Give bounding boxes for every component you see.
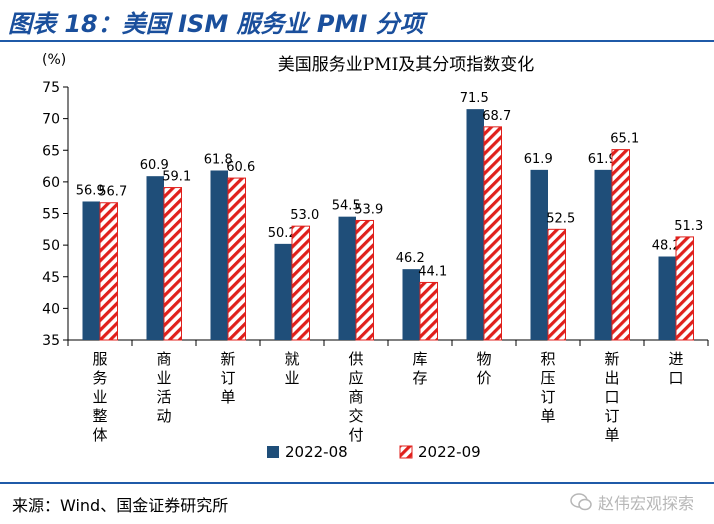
data-label: 71.5 <box>460 91 489 106</box>
data-label: 56.9 <box>76 183 105 198</box>
data-label: 53.0 <box>290 208 319 223</box>
x-category-label: 商业活动 <box>156 350 171 425</box>
bar-2022-09 <box>163 187 182 341</box>
data-label: 48.2 <box>652 239 681 254</box>
legend-swatch <box>399 445 413 459</box>
figure-footer: 来源：Wind、国金证券研究所 赵伟宏观探索 <box>0 482 714 524</box>
data-label: 65.1 <box>610 132 639 147</box>
data-label: 51.3 <box>674 219 703 234</box>
data-label: 56.7 <box>98 185 127 200</box>
y-tick-label: 40 <box>42 301 60 317</box>
data-label: 59.1 <box>162 170 191 185</box>
data-label: 53.9 <box>354 202 383 217</box>
data-label: 61.9 <box>524 152 553 167</box>
legend-label: 2022-08 <box>285 443 348 461</box>
chart-title: 美国服务业PMI及其分项指数变化 <box>278 55 535 75</box>
source-note: 来源：Wind、国金证券研究所 <box>12 496 229 515</box>
x-category-label: 进口 <box>668 350 683 387</box>
bar-2022-08 <box>82 201 100 340</box>
bar-chart: 美国服务业PMI及其分项指数变化 (%) 354045505560657075 … <box>42 52 709 461</box>
bar-2022-09 <box>483 126 502 341</box>
bar-2022-08 <box>402 269 420 340</box>
bar-2022-09 <box>291 225 310 341</box>
x-category-label: 服务业整体 <box>92 350 107 444</box>
watermark-text: 赵伟宏观探索 <box>597 494 694 513</box>
data-label: 61.9 <box>588 152 617 167</box>
legend: 2022-08 2022-09 <box>267 443 481 461</box>
x-category-label: 新订单 <box>220 350 235 406</box>
bar-2022-08 <box>338 216 356 340</box>
x-category-label: 供应商交付 <box>348 350 363 444</box>
bar-2022-09 <box>227 177 246 341</box>
y-tick-label: 55 <box>42 207 60 223</box>
bar-2022-08 <box>466 109 484 340</box>
y-tick-label: 50 <box>42 238 60 254</box>
bar-2022-08 <box>274 243 292 340</box>
figure-header: 图表 18：美国 ISM 服务业 PMI 分项 <box>0 0 714 42</box>
bar-2022-08 <box>210 170 228 340</box>
bar-2022-09 <box>99 202 118 341</box>
data-label: 61.8 <box>204 152 233 167</box>
wechat-icon <box>570 493 592 511</box>
bar-2022-09 <box>419 281 438 341</box>
data-label: 60.6 <box>226 160 255 175</box>
bar-2022-09 <box>611 149 630 341</box>
y-tick-label: 75 <box>42 80 60 96</box>
bars: 56.956.7 60.959.1 61.860.6 50.2 53.0 54.553.9… <box>76 91 703 341</box>
data-label: 68.7 <box>482 109 511 124</box>
bar-2022-09 <box>547 228 566 341</box>
bar-2022-08 <box>146 176 164 340</box>
y-axis-unit-label: (%) <box>42 52 66 68</box>
bar-2022-09 <box>675 236 694 341</box>
bar-2022-09 <box>355 219 374 341</box>
figure-title: 图表 18：美国 ISM 服务业 PMI 分项 <box>8 10 424 38</box>
data-label: 60.9 <box>140 158 169 173</box>
data-label: 46.2 <box>396 251 425 266</box>
data-label: 50.2 <box>268 226 297 241</box>
data-label: 52.5 <box>546 211 575 226</box>
y-tick-label: 60 <box>42 175 60 191</box>
x-category-label: 就业 <box>284 350 299 387</box>
x-category-label: 物价 <box>476 350 491 387</box>
bar-2022-08 <box>530 169 548 340</box>
x-axis: 服务业整体 商业活动 新订单 就业 供应商交付 库存 物价 积压订单 新出口订单 进口 <box>67 339 709 444</box>
x-category-label: 库存 <box>412 350 427 387</box>
legend-label: 2022-09 <box>418 443 481 461</box>
bar-2022-08 <box>594 169 612 340</box>
data-label: 44.1 <box>418 264 447 279</box>
y-tick-label: 45 <box>42 270 60 286</box>
x-category-label: 积压订单 <box>540 350 555 425</box>
y-tick-label: 65 <box>42 143 60 159</box>
y-axis: 35 40 45 50 55 60 65 70 75 <box>42 80 69 349</box>
y-tick-label: 70 <box>42 112 60 128</box>
x-category-label: 新出口订单 <box>604 350 619 444</box>
watermark: 赵伟宏观探索 <box>570 490 694 514</box>
bar-2022-08 <box>658 256 676 340</box>
y-tick-label: 35 <box>42 333 60 349</box>
data-label: 54.5 <box>332 199 361 214</box>
legend-swatch <box>267 446 279 458</box>
